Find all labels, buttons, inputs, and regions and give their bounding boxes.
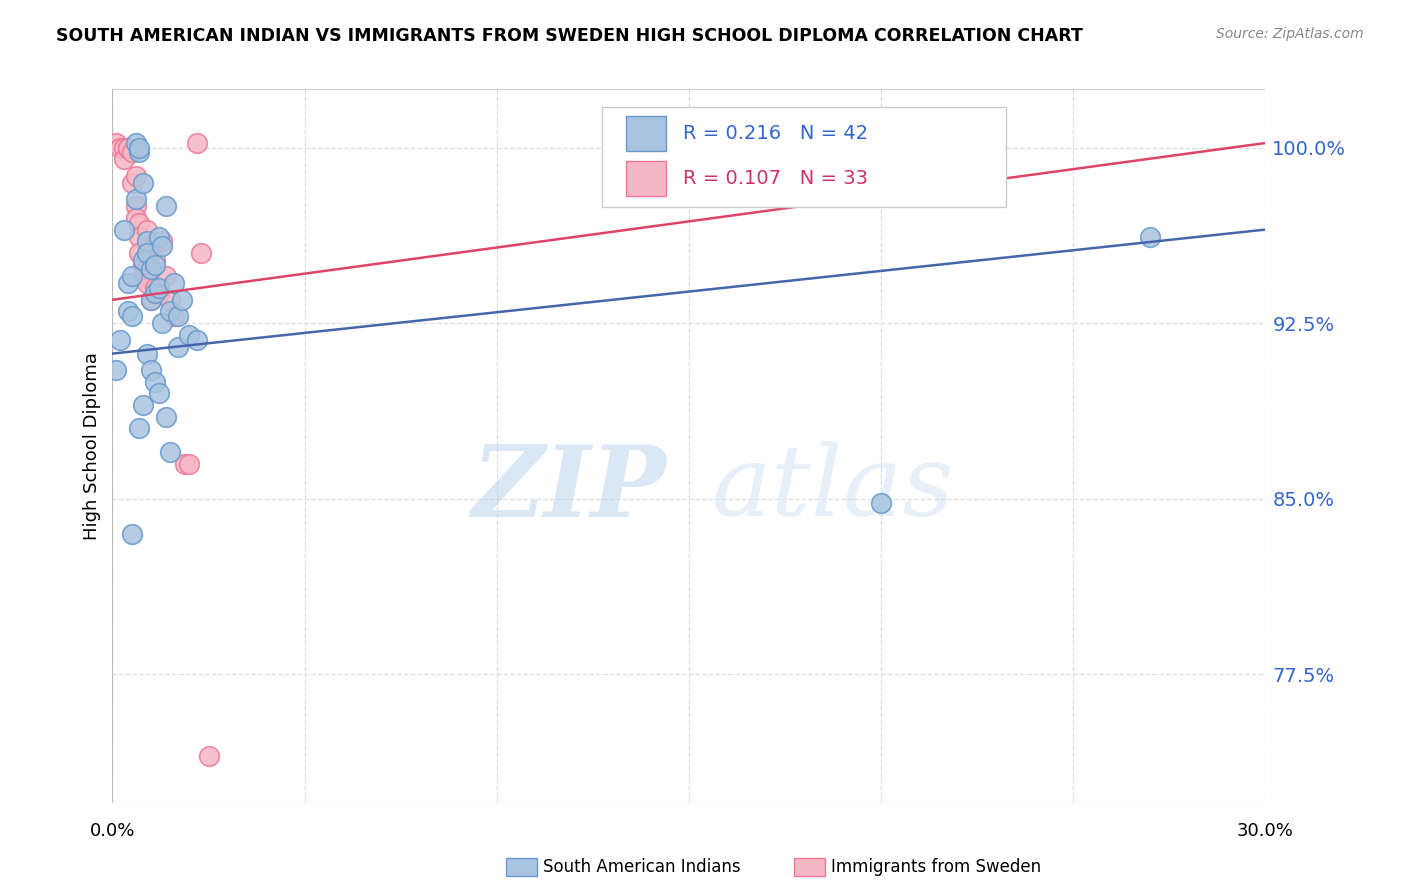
- Point: [117, 277, 139, 291]
- Point: [152, 239, 174, 253]
- FancyBboxPatch shape: [602, 107, 1007, 207]
- Point: [124, 211, 146, 225]
- Point: [121, 309, 143, 323]
- Point: [143, 258, 166, 272]
- Point: [117, 304, 139, 318]
- Point: [166, 340, 188, 354]
- Point: [121, 269, 143, 284]
- Text: Source: ZipAtlas.com: Source: ZipAtlas.com: [1216, 27, 1364, 41]
- Point: [132, 176, 155, 190]
- Point: [143, 375, 166, 389]
- Point: [170, 293, 193, 307]
- Point: [136, 222, 159, 236]
- Point: [166, 309, 188, 323]
- Point: [112, 222, 135, 236]
- Point: [121, 526, 143, 541]
- Point: [139, 246, 162, 260]
- Point: [190, 246, 212, 260]
- Point: [136, 246, 159, 260]
- Point: [197, 749, 219, 764]
- Point: [148, 285, 170, 300]
- Point: [186, 136, 208, 150]
- Point: [136, 277, 159, 291]
- Point: [179, 457, 201, 471]
- Point: [179, 327, 201, 342]
- Point: [128, 229, 150, 244]
- Point: [139, 293, 162, 307]
- Point: [870, 496, 893, 510]
- Point: [132, 398, 155, 412]
- Point: [132, 258, 155, 272]
- Point: [128, 246, 150, 260]
- Text: 0.0%: 0.0%: [90, 822, 135, 839]
- Point: [117, 141, 139, 155]
- Text: atlas: atlas: [711, 442, 955, 536]
- FancyBboxPatch shape: [626, 116, 666, 152]
- Point: [132, 269, 155, 284]
- Point: [124, 199, 146, 213]
- Point: [148, 229, 170, 244]
- Text: R = 0.216   N = 42: R = 0.216 N = 42: [683, 124, 869, 143]
- Point: [152, 234, 174, 248]
- Point: [143, 281, 166, 295]
- Point: [155, 269, 177, 284]
- Point: [112, 141, 135, 155]
- Point: [124, 169, 146, 183]
- Point: [105, 136, 128, 150]
- Point: [136, 234, 159, 248]
- Point: [139, 262, 162, 277]
- Point: [108, 333, 131, 347]
- Point: [112, 153, 135, 167]
- Point: [143, 285, 166, 300]
- Text: 30.0%: 30.0%: [1237, 822, 1294, 839]
- Point: [117, 141, 139, 155]
- Point: [124, 192, 146, 206]
- Point: [136, 346, 159, 360]
- Point: [186, 333, 208, 347]
- Point: [121, 176, 143, 190]
- Point: [128, 421, 150, 435]
- Text: R = 0.107   N = 33: R = 0.107 N = 33: [683, 169, 868, 188]
- Point: [1139, 229, 1161, 244]
- Point: [148, 281, 170, 295]
- Point: [121, 145, 143, 160]
- Point: [105, 363, 128, 377]
- Point: [174, 457, 197, 471]
- Text: SOUTH AMERICAN INDIAN VS IMMIGRANTS FROM SWEDEN HIGH SCHOOL DIPLOMA CORRELATION : SOUTH AMERICAN INDIAN VS IMMIGRANTS FROM…: [56, 27, 1083, 45]
- Point: [152, 316, 174, 330]
- Point: [159, 445, 181, 459]
- Point: [163, 277, 186, 291]
- Point: [128, 145, 150, 160]
- Text: South American Indians: South American Indians: [543, 858, 741, 876]
- Point: [139, 363, 162, 377]
- Point: [155, 409, 177, 424]
- Point: [136, 262, 159, 277]
- Point: [159, 304, 181, 318]
- Point: [148, 386, 170, 401]
- Text: ZIP: ZIP: [471, 441, 666, 537]
- Point: [159, 293, 181, 307]
- Point: [132, 252, 155, 267]
- Point: [108, 141, 131, 155]
- Point: [139, 293, 162, 307]
- FancyBboxPatch shape: [626, 161, 666, 196]
- Point: [124, 136, 146, 150]
- Y-axis label: High School Diploma: High School Diploma: [83, 352, 101, 540]
- Point: [155, 199, 177, 213]
- Point: [163, 309, 186, 323]
- Point: [128, 216, 150, 230]
- Point: [128, 141, 150, 155]
- Point: [143, 252, 166, 267]
- Text: Immigrants from Sweden: Immigrants from Sweden: [831, 858, 1040, 876]
